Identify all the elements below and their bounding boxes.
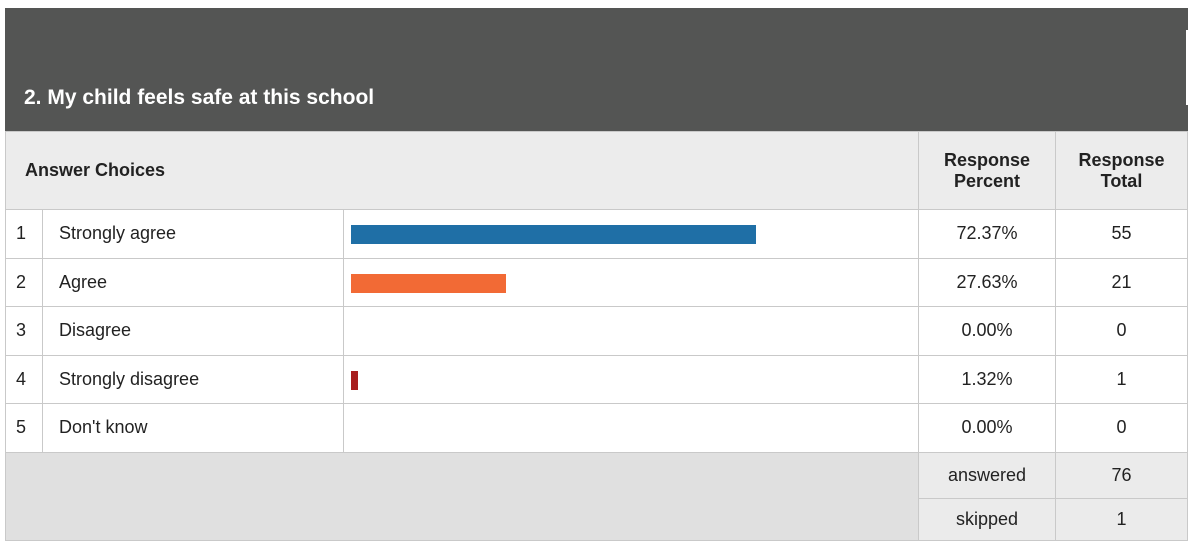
row-percent: 1.32% bbox=[918, 354, 1056, 404]
bar-cell bbox=[343, 306, 919, 356]
summary-label: skipped bbox=[918, 497, 1056, 541]
row-total: 55 bbox=[1055, 209, 1188, 259]
summary-blank bbox=[5, 451, 919, 541]
row-percent: 27.63% bbox=[918, 257, 1056, 307]
summary-label: answered bbox=[918, 451, 1056, 499]
header-choices: Answer Choices bbox=[5, 131, 919, 210]
summary-value: 1 bbox=[1055, 497, 1188, 541]
row-label: Disagree bbox=[42, 306, 344, 356]
row-label: Strongly agree bbox=[42, 209, 344, 259]
row-percent: 0.00% bbox=[918, 306, 1056, 356]
title-edge bbox=[1186, 30, 1188, 105]
bar-cell bbox=[343, 209, 919, 259]
bar bbox=[351, 225, 757, 244]
bar bbox=[351, 370, 359, 390]
row-number: 2 bbox=[5, 257, 43, 307]
row-number: 5 bbox=[5, 403, 43, 453]
bar-cell bbox=[343, 257, 919, 307]
bar bbox=[351, 273, 506, 293]
header-total: Response Total bbox=[1055, 131, 1188, 210]
row-total: 0 bbox=[1055, 403, 1188, 453]
header-percent: Response Percent bbox=[918, 131, 1056, 210]
row-label: Strongly disagree bbox=[42, 354, 344, 404]
row-number: 3 bbox=[5, 306, 43, 356]
question-title: 2. My child feels safe at this school bbox=[5, 8, 1188, 131]
row-total: 0 bbox=[1055, 306, 1188, 356]
row-total: 1 bbox=[1055, 354, 1188, 404]
summary-value: 76 bbox=[1055, 451, 1188, 499]
bar-cell bbox=[343, 354, 919, 404]
row-label: Agree bbox=[42, 257, 344, 307]
bar-cell bbox=[343, 403, 919, 453]
row-total: 21 bbox=[1055, 257, 1188, 307]
row-percent: 72.37% bbox=[918, 209, 1056, 259]
row-number: 4 bbox=[5, 354, 43, 404]
row-label: Don't know bbox=[42, 403, 344, 453]
row-number: 1 bbox=[5, 209, 43, 259]
row-percent: 0.00% bbox=[918, 403, 1056, 453]
